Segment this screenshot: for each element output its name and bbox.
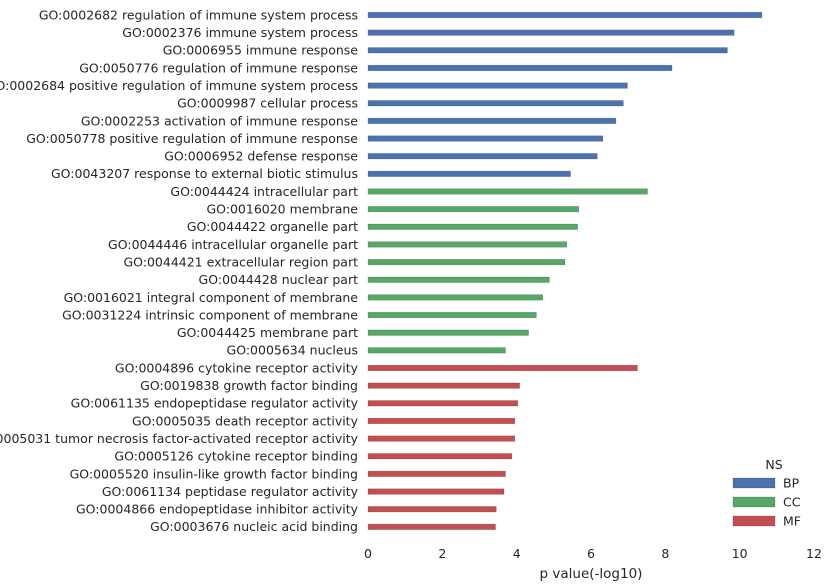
category-label: GO:0005634 nucleus	[227, 343, 358, 358]
category-label: GO:0050776 regulation of immune response	[79, 60, 358, 75]
category-label: GO:0005520 insulin-like growth factor bi…	[70, 466, 358, 481]
bar-bp	[367, 11, 763, 19]
category-label: GO:0044421 extracellular region part	[123, 254, 358, 269]
legend-swatch-bp	[732, 477, 776, 489]
category-label: GO:0044425 membrane part	[177, 325, 358, 340]
bars-group	[367, 11, 763, 530]
category-label: GO:0044446 intracellular organelle part	[108, 237, 358, 252]
category-label: GO:0003676 nucleic acid binding	[150, 519, 358, 534]
category-label: GO:0002253 activation of immune response	[81, 113, 358, 128]
x-tick-label: 12	[806, 546, 822, 561]
category-labels-group: GO:0002682 regulation of immune system p…	[0, 7, 359, 534]
category-label: GO:0016020 membrane	[206, 202, 358, 217]
legend-label-bp: BP	[783, 475, 800, 490]
category-label: GO:0002682 regulation of immune system p…	[39, 7, 358, 22]
bar-bp	[367, 64, 673, 71]
legend-swatch-cc	[732, 496, 776, 508]
category-label: GO:0006955 immune response	[163, 43, 359, 58]
bar-bp	[367, 29, 735, 36]
bar-mf	[367, 453, 513, 460]
category-label: GO:0016021 integral component of membran…	[64, 290, 359, 305]
category-label: GO:0044428 nuclear part	[199, 272, 359, 287]
bar-bp	[367, 170, 571, 177]
bar-bp	[367, 153, 598, 160]
legend: NS BP CC MF	[732, 457, 801, 528]
bar-cc	[367, 188, 648, 195]
bar-bp	[367, 47, 728, 54]
bar-cc	[367, 329, 529, 336]
category-label: GO:0006952 defense response	[164, 149, 358, 164]
category-label: GO:0044422 organelle part	[187, 219, 358, 234]
x-tick-label: 2	[438, 546, 446, 561]
category-label: GO:0005031 tumor necrosis factor-activat…	[0, 431, 359, 446]
bar-bp	[367, 135, 604, 142]
legend-label-mf: MF	[783, 513, 801, 528]
category-label: GO:0061134 peptidase regulator activity	[102, 484, 359, 499]
category-label: GO:0004896 cytokine receptor activity	[115, 360, 359, 375]
category-label: GO:0061135 endopeptidase regulator activ…	[71, 396, 359, 411]
bar-mf	[367, 523, 496, 530]
bar-cc	[367, 294, 543, 301]
x-tick-label: 4	[513, 546, 521, 561]
category-label: GO:0005126 cytokine receptor binding	[114, 449, 358, 464]
bar-bp	[367, 117, 617, 124]
bar-cc	[367, 311, 537, 319]
bar-mf	[367, 417, 516, 425]
bar-mf	[367, 364, 638, 372]
x-tick-label: 10	[732, 546, 748, 561]
category-label: GO:0019838 growth factor binding	[140, 378, 358, 393]
category-label: GO:0050778 positive regulation of immune…	[26, 131, 358, 146]
bar-cc	[367, 206, 580, 213]
category-label: GO:0002684 positive regulation of immune…	[0, 78, 358, 93]
x-axis-title: p value(-log10)	[540, 566, 643, 582]
legend-entries: BP CC MF	[732, 475, 801, 528]
x-tick-labels-group: 0 2 4 6 8 10 12	[364, 546, 822, 561]
x-tick-label: 0	[364, 546, 372, 561]
category-label: GO:0031224 intrinsic component of membra…	[62, 307, 358, 322]
bar-cc	[367, 223, 578, 230]
legend-swatch-mf	[732, 515, 776, 527]
bar-cc	[367, 276, 550, 283]
category-label: GO:0043207 response to external biotic s…	[51, 166, 358, 181]
bar-mf	[367, 400, 519, 407]
bar-cc	[367, 259, 566, 266]
category-label: GO:0005035 death receptor activity	[132, 413, 359, 428]
x-tick-label: 6	[587, 546, 595, 561]
bar-mf	[367, 488, 505, 495]
bar-bp	[367, 82, 628, 89]
category-label: GO:0009987 cellular process	[177, 96, 358, 111]
bar-mf	[367, 506, 497, 513]
bar-mf	[367, 470, 506, 477]
bar-cc	[367, 347, 506, 354]
bar-mf	[367, 382, 520, 389]
category-label: GO:0002376 immune system process	[122, 25, 358, 40]
x-tick-label: 8	[661, 546, 669, 561]
category-label: GO:0044424 intracellular part	[170, 184, 358, 199]
category-label: GO:0004866 endopeptidase inhibitor activ…	[76, 502, 359, 517]
legend-label-cc: CC	[783, 494, 801, 509]
legend-title: NS	[765, 457, 782, 472]
bar-cc	[367, 241, 568, 248]
bar-bp	[367, 100, 624, 107]
bar-mf	[367, 435, 516, 442]
